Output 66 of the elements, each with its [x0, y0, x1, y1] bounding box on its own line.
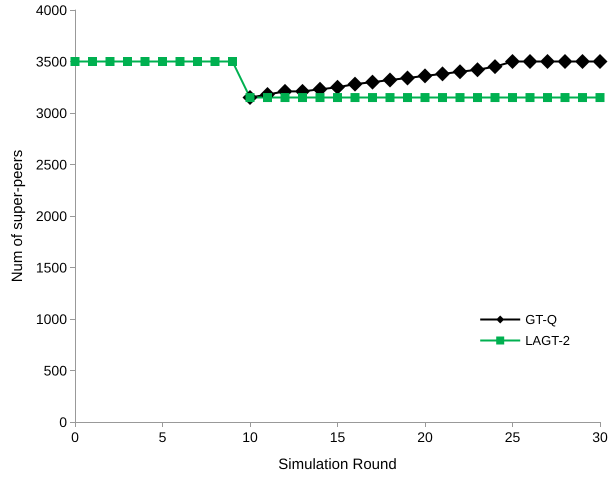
point: [470, 62, 485, 78]
point: [575, 54, 590, 69]
point: [420, 93, 430, 102]
point: [452, 64, 468, 80]
x-tick-label: 10: [242, 429, 258, 445]
x-tick-label: 0: [71, 429, 80, 445]
point: [330, 80, 345, 95]
point: [558, 54, 572, 69]
point: [505, 54, 520, 69]
point: [70, 57, 80, 66]
x-tick-label: 15: [330, 429, 346, 445]
point: [456, 93, 464, 102]
point: [333, 93, 342, 102]
point: [348, 76, 362, 92]
point: [382, 72, 398, 88]
y-tick-label: 3500: [36, 54, 68, 70]
point: [106, 57, 114, 66]
y-tick-label: 2500: [36, 156, 68, 172]
y-tick-label: 1500: [36, 260, 68, 276]
point: [540, 54, 555, 69]
point: [298, 93, 307, 102]
point: [526, 93, 534, 102]
point: [228, 57, 237, 66]
point: [350, 93, 360, 102]
x-tick-label: 30: [592, 429, 608, 445]
point: [140, 57, 150, 66]
point: [316, 93, 324, 102]
point: [543, 93, 552, 102]
point: [403, 93, 412, 102]
point: [386, 93, 394, 102]
point: [123, 57, 132, 66]
point: [400, 70, 415, 86]
point: [488, 59, 502, 74]
point: [578, 93, 587, 102]
point: [193, 57, 202, 66]
point: [176, 57, 184, 66]
point: [280, 93, 290, 102]
point: [368, 93, 377, 102]
point: [435, 66, 450, 82]
y-tick-label: 3000: [36, 105, 68, 121]
y-tick-label: 1000: [36, 311, 68, 327]
point: [158, 57, 167, 66]
point: [438, 93, 447, 102]
point: [88, 57, 97, 66]
x-tick-label: 20: [417, 429, 433, 445]
point: [560, 93, 570, 102]
y-tick-label: 2000: [36, 208, 68, 224]
point: [490, 93, 500, 102]
point: [522, 54, 538, 69]
y-axis-title: Num of super-peers: [8, 150, 26, 282]
x-axis-title: Simulation Round: [278, 456, 397, 473]
point: [418, 68, 432, 84]
x-tick-label: 25: [504, 429, 520, 445]
point: [508, 93, 517, 102]
point: [592, 54, 608, 69]
point: [365, 74, 380, 90]
point: [596, 93, 604, 102]
y-tick-label: 4000: [36, 2, 68, 18]
x-tick-label: 5: [158, 429, 167, 445]
point: [210, 57, 220, 66]
y-tick-label: 0: [59, 414, 68, 430]
point: [263, 93, 272, 102]
y-tick-label: 500: [44, 362, 68, 378]
legend-label: GT-Q: [525, 312, 557, 327]
point: [473, 93, 482, 102]
legend-label: LAGT-2: [525, 333, 570, 348]
